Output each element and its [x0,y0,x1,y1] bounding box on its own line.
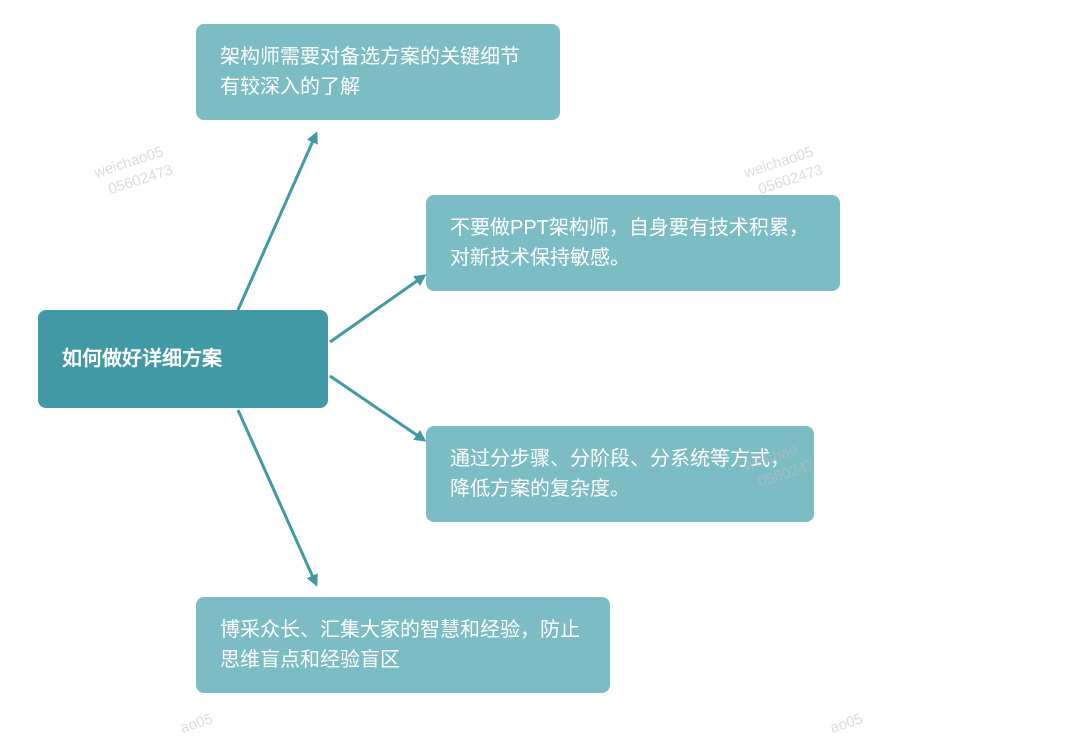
watermark-0: weichao05 05602473 [92,141,175,201]
edge-2 [330,376,424,440]
leaf-node-0-label: 架构师需要对备选方案的关键细节有较深入的了解 [220,42,536,102]
watermark-1: weichao05 05602473 [742,141,825,201]
watermark-3: ao05 [178,709,216,738]
leaf-node-3: 博采众长、汇集大家的智慧和经验，防止思维盲点和经验盲区 [196,597,610,693]
leaf-node-2: 通过分步骤、分阶段、分系统等方式，降低方案的复杂度。 [426,426,814,522]
edge-1 [330,276,424,342]
edge-3 [238,410,316,584]
leaf-node-2-label: 通过分步骤、分阶段、分系统等方式，降低方案的复杂度。 [450,444,790,504]
edge-0 [238,134,316,310]
leaf-node-3-label: 博采众长、汇集大家的智慧和经验，防止思维盲点和经验盲区 [220,615,586,675]
leaf-node-1: 不要做PPT架构师，自身要有技术积累，对新技术保持敏感。 [426,195,840,291]
watermark-4: ao05 [828,709,866,738]
root-node: 如何做好详细方案 [38,310,328,408]
root-node-label: 如何做好详细方案 [62,344,222,374]
leaf-node-1-label: 不要做PPT架构师，自身要有技术积累，对新技术保持敏感。 [450,213,816,273]
leaf-node-0: 架构师需要对备选方案的关键细节有较深入的了解 [196,24,560,120]
diagram-canvas: 如何做好详细方案 架构师需要对备选方案的关键细节有较深入的了解不要做PPT架构师，… [0,0,1072,730]
